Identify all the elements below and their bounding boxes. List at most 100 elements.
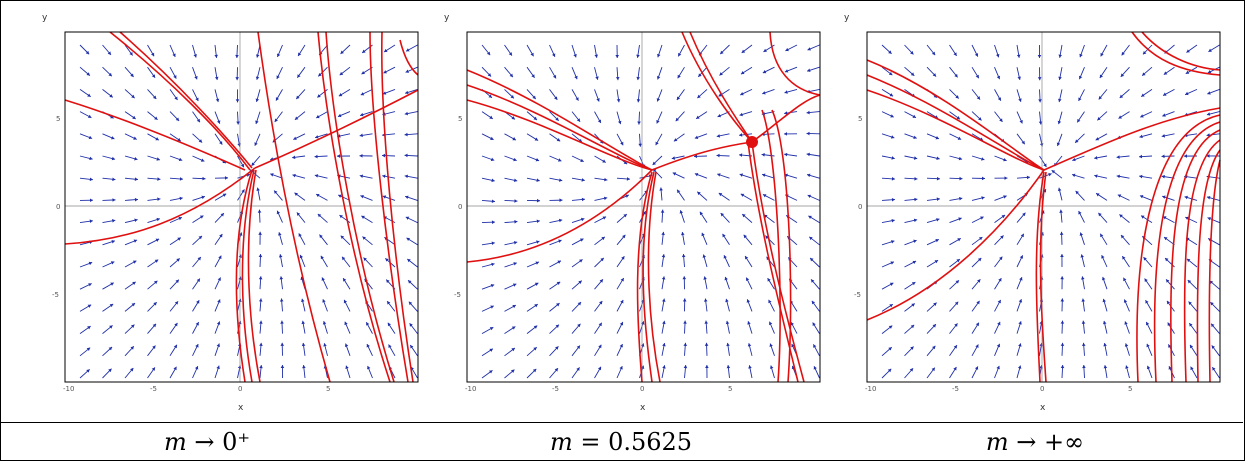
field-arrowhead	[216, 321, 221, 325]
field-arrowhead	[513, 157, 517, 162]
field-arrowhead	[1017, 76, 1021, 80]
field-arrowhead	[1102, 320, 1107, 325]
field-arrowhead	[981, 176, 985, 181]
field-arrowhead	[813, 344, 817, 348]
trajectory	[119, 31, 253, 169]
field-arrowhead	[891, 156, 895, 160]
field-arrowhead	[791, 365, 796, 370]
field-arrowhead	[292, 155, 296, 160]
field-arrowhead	[533, 325, 538, 329]
field-arrowhead	[997, 321, 1001, 326]
field-arrowhead	[580, 217, 585, 222]
field-arrowhead	[319, 234, 323, 239]
trajectory	[317, 31, 391, 383]
field-arrowhead	[157, 197, 161, 201]
field-arrowhead	[1098, 212, 1102, 217]
field-arrowhead	[999, 256, 1003, 261]
field-arrowhead	[198, 235, 202, 240]
field-arrowhead	[576, 118, 581, 122]
field-arrowhead	[1120, 234, 1125, 239]
field-arrowhead	[996, 343, 1001, 348]
field-arrowhead	[318, 72, 322, 77]
field-arrowhead	[360, 195, 364, 199]
field-arrowhead	[671, 156, 676, 160]
field-arrowhead	[299, 254, 304, 259]
field-arrowhead	[255, 54, 260, 58]
field-arrowhead	[298, 233, 302, 237]
field-arrowhead	[1026, 175, 1030, 180]
field-arrowhead	[747, 321, 751, 325]
field-arrowhead	[88, 283, 92, 287]
field-arrowhead	[1161, 154, 1165, 159]
field-arrowhead	[1060, 276, 1064, 280]
field-arrowhead	[1082, 365, 1086, 369]
trajectories-1	[64, 31, 419, 383]
field-arrowhead	[1207, 70, 1212, 74]
field-arrowhead	[359, 133, 363, 138]
plot-border	[64, 31, 419, 383]
field-arrowhead	[274, 190, 278, 194]
field-arrowhead	[317, 213, 322, 218]
field-arrowhead	[408, 301, 413, 306]
field-arrowhead	[807, 173, 811, 178]
field-arrowhead	[790, 322, 794, 326]
field-arrowhead	[911, 282, 916, 286]
field-arrowhead	[891, 197, 895, 202]
trajectory	[681, 31, 753, 143]
x-axis-label: x	[1040, 403, 1046, 413]
field-arrowhead	[130, 346, 134, 350]
field-arrowhead	[997, 97, 1001, 101]
field-arrowhead	[112, 198, 116, 202]
field-arrowhead	[697, 94, 701, 99]
field-arrowhead	[913, 239, 917, 243]
caption-value: +∞	[1044, 428, 1085, 456]
field-arrowhead	[1165, 258, 1169, 262]
field-arrowhead	[88, 261, 93, 266]
field-arrowhead	[1143, 257, 1147, 261]
phase-plot-2: y x -10 -5 0 5 5 0 -5	[444, 13, 821, 413]
field-arrowhead	[726, 365, 731, 369]
field-arrowhead	[677, 74, 681, 79]
field-arrowhead	[386, 279, 390, 284]
field-arrowhead	[387, 322, 392, 327]
field-arrowhead	[555, 117, 559, 121]
field-arrowhead	[739, 112, 743, 117]
field-arrowhead	[637, 121, 641, 125]
field-arrowhead	[360, 92, 365, 96]
field-arrowhead	[508, 52, 512, 56]
field-arrowhead	[1125, 365, 1129, 369]
field-arrowhead	[343, 278, 347, 282]
field-arrowhead	[806, 131, 810, 136]
caption-value: 0.5625	[608, 428, 693, 456]
field-arrowhead	[762, 173, 766, 177]
field-arrowhead	[177, 237, 181, 241]
field-arrowhead	[811, 300, 816, 305]
field-arrowhead	[743, 234, 748, 239]
field-arrowhead	[975, 344, 979, 348]
field-arrowhead	[746, 299, 751, 303]
caption-1: m → 0⁺	[0, 424, 414, 460]
field-arrowhead	[512, 304, 516, 309]
field-arrowhead	[405, 69, 410, 73]
field-arrowhead	[888, 325, 893, 329]
field-arrowhead	[677, 189, 681, 194]
field-arrowhead	[384, 48, 388, 53]
field-arrowhead	[131, 303, 136, 307]
trajectory	[235, 169, 253, 383]
field-arrowhead	[196, 300, 200, 304]
field-arrowhead	[178, 216, 182, 221]
field-arrowhead	[134, 177, 138, 181]
field-arrowhead	[913, 218, 918, 223]
trajectory	[325, 31, 395, 383]
field-arrowhead	[259, 342, 263, 347]
field-arrowhead	[534, 304, 538, 308]
field-arrowhead	[201, 195, 205, 200]
field-arrowhead	[294, 116, 299, 120]
field-arrowhead	[701, 232, 705, 237]
caption-divider	[0, 422, 1243, 423]
field-arrowhead	[1059, 231, 1064, 235]
field-arrowhead	[514, 220, 518, 224]
field-arrowhead	[672, 172, 677, 176]
field-arrowhead	[110, 115, 114, 119]
field-arrowhead	[681, 231, 685, 236]
